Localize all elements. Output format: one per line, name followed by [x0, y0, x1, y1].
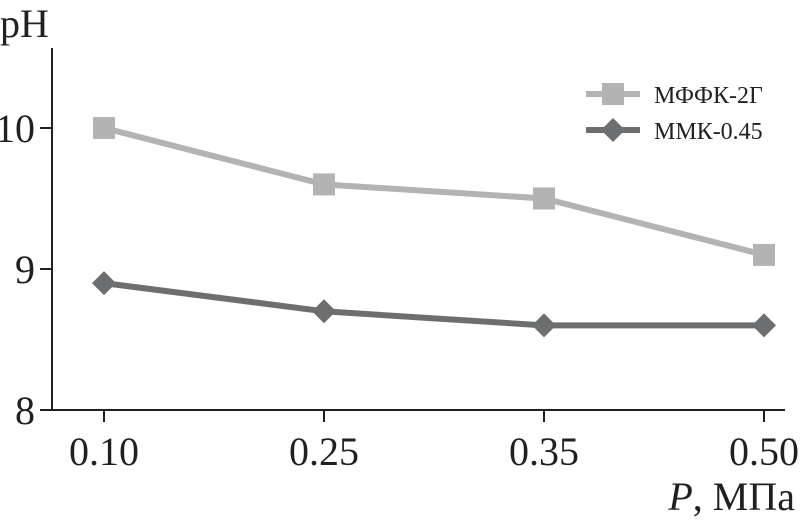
data-point-1-2 [532, 313, 556, 338]
data-point-0-0 [93, 117, 115, 139]
y-tick-label: 8 [15, 388, 35, 433]
x-tick-label: 0.25 [289, 429, 359, 474]
y-axis-label: pH [0, 1, 49, 46]
x-tick-label: 0.50 [729, 429, 799, 474]
y-tick-label: 9 [15, 247, 35, 292]
data-point-1-0 [92, 271, 116, 296]
legend-marker-1 [601, 118, 625, 142]
data-point-1-3 [752, 313, 776, 338]
data-point-0-2 [533, 187, 555, 210]
legend-marker-0 [602, 83, 624, 105]
data-point-0-1 [313, 173, 335, 196]
x-tick-label: 0.35 [509, 429, 579, 474]
series-line-0 [103, 125, 765, 258]
x-tick-label: 0.10 [69, 429, 139, 474]
series-line-1 [103, 280, 764, 329]
data-point-0-3 [753, 243, 775, 266]
legend-label-1: ММК-0.45 [654, 119, 763, 145]
data-point-1-1 [312, 299, 336, 324]
legend-label-0: МФФК-2Г [654, 83, 763, 109]
x-axis-label: P, МПа [667, 474, 795, 519]
y-tick-label: 10 [0, 106, 35, 151]
